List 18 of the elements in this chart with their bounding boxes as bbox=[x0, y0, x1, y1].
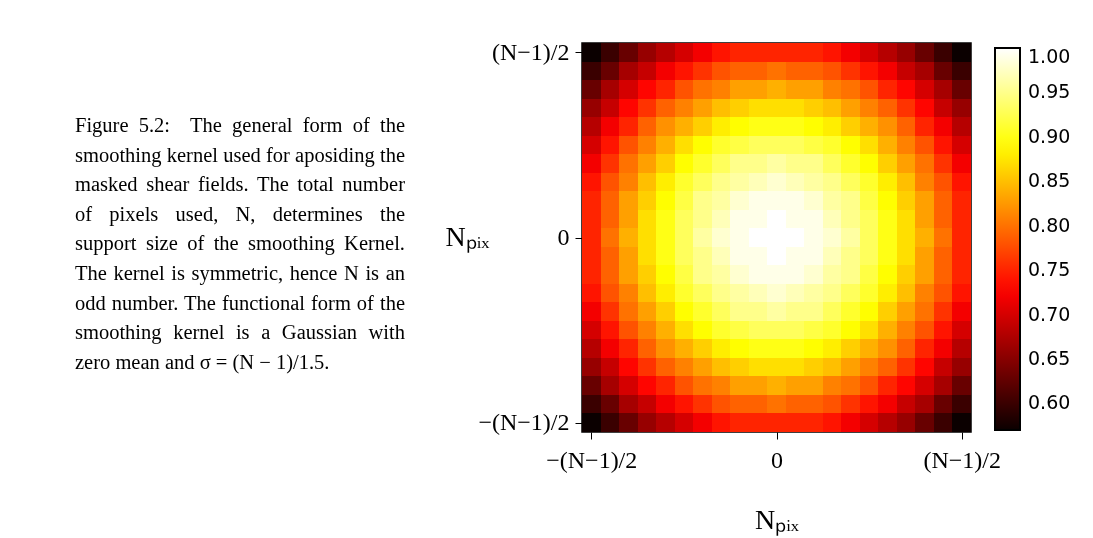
x-tick-label: 0 bbox=[771, 446, 783, 473]
color-bar-label: 0.80 bbox=[1028, 213, 1071, 236]
color-bar-label: 0.75 bbox=[1028, 258, 1071, 281]
color-bar-label: 1.00 bbox=[1028, 45, 1071, 67]
x-tick-label: −(N−1)/2 bbox=[546, 446, 638, 473]
color-bar-label: 0.70 bbox=[1028, 302, 1071, 325]
x-axis-title: Nₚᵢₓ bbox=[755, 503, 800, 536]
color-bar-label: 0.95 bbox=[1028, 80, 1071, 103]
color-bar-label: 0.60 bbox=[1028, 391, 1071, 414]
y-tick-label: −(N−1)/2 bbox=[478, 409, 570, 436]
color-bar-label: 0.85 bbox=[1028, 169, 1071, 192]
text: Figure 5.2: The general form of the smoothing kernel used for aposiding the masked shear fields. The total number of pixels used, N, determines the support size of the smoothing Kernel. The kernel is symmetric, hence N is an odd number. The functional form of the smoothing kernel is a Gaussian with zero mean and σ = (N − 1)/1.5. bbox=[75, 114, 405, 373]
y-axis-title: Nₚᵢₓ bbox=[445, 221, 491, 253]
color-bar-label: 0.65 bbox=[1028, 346, 1071, 369]
color-bar-label: 0.90 bbox=[1028, 124, 1071, 147]
y-tick-label: 0 bbox=[557, 224, 570, 250]
y-tick-label: (N−1)/2 bbox=[491, 38, 570, 65]
x-tick-label: (N−1)/2 bbox=[923, 446, 1001, 473]
